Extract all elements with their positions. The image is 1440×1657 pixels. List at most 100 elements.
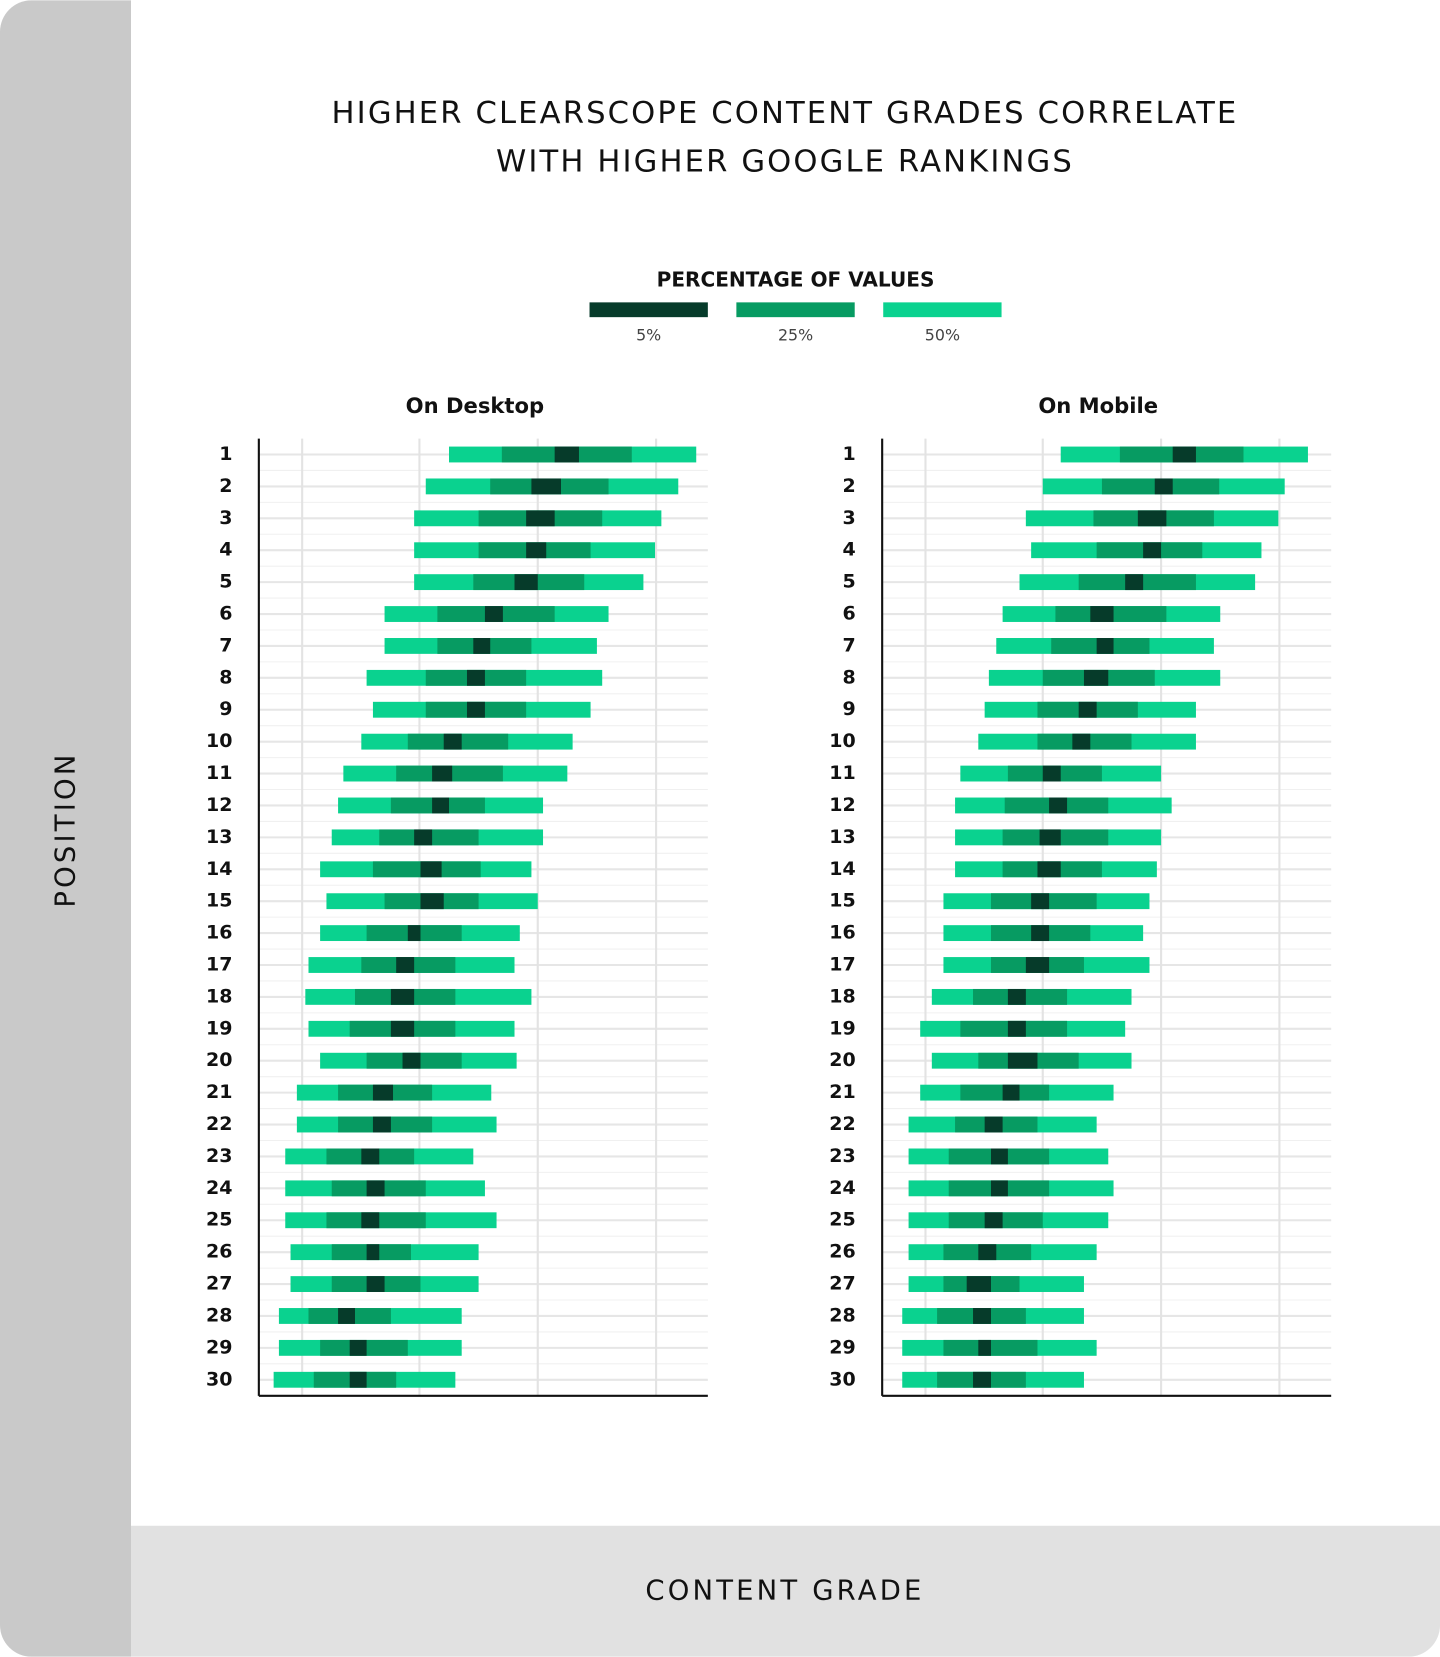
y-tick-label: 28 <box>829 1304 855 1326</box>
y-tick-label: 7 <box>843 634 856 656</box>
panel-title: On Desktop <box>406 393 544 418</box>
range-bar <box>396 957 415 973</box>
y-tick-label: 29 <box>206 1336 232 1358</box>
range-bar <box>1083 669 1109 686</box>
range-bar <box>1039 829 1061 846</box>
y-tick-label: 1 <box>219 443 232 465</box>
y-tick-label: 20 <box>206 1049 232 1071</box>
range-bar <box>366 1180 385 1197</box>
panel-title: On Mobile <box>1038 393 1158 418</box>
y-tick-label: 5 <box>219 571 232 593</box>
range-bar <box>1002 1084 1020 1101</box>
y-tick-label: 19 <box>829 1017 855 1039</box>
range-bar <box>361 1212 380 1229</box>
range-bar <box>1031 925 1050 942</box>
y-tick-label: 12 <box>829 794 855 816</box>
y-tick-label: 22 <box>206 1113 232 1135</box>
y-tick-label: 25 <box>206 1209 232 1231</box>
y-tick-label: 9 <box>219 698 232 720</box>
legend-label: 25% <box>778 326 813 345</box>
y-tick-label: 7 <box>219 634 232 656</box>
range-bar <box>531 478 561 495</box>
chart-title: WITH HIGHER GOOGLE RANKINGS <box>496 144 1074 179</box>
range-bar <box>978 1244 997 1261</box>
range-bar <box>990 1148 1008 1165</box>
y-tick-label: 15 <box>206 890 232 912</box>
y-tick-label: 10 <box>829 730 855 752</box>
y-tick-label: 27 <box>829 1273 855 1295</box>
y-tick-label: 2 <box>219 475 232 497</box>
range-bar <box>414 829 433 846</box>
y-tick-label: 14 <box>829 858 855 880</box>
y-tick-label: 13 <box>829 826 855 848</box>
range-bar <box>1172 446 1196 463</box>
range-bar <box>420 893 444 910</box>
range-bar <box>1007 1020 1026 1037</box>
y-tick-label: 28 <box>206 1304 232 1326</box>
legend-swatch <box>736 302 855 318</box>
range-bar <box>466 701 485 718</box>
y-tick-label: 18 <box>829 985 855 1007</box>
range-bar <box>1154 478 1173 495</box>
y-tick-label: 21 <box>206 1081 232 1103</box>
y-tick-label: 3 <box>843 507 856 529</box>
range-bar <box>978 1339 991 1356</box>
range-bar <box>484 606 503 622</box>
range-bar <box>407 925 421 942</box>
y-tick-label: 27 <box>206 1273 232 1295</box>
range-bar <box>1007 1052 1038 1069</box>
range-bar <box>349 1339 367 1356</box>
legend-label: 50% <box>925 326 960 345</box>
y-tick-label: 6 <box>219 603 232 625</box>
range-bar <box>514 574 538 591</box>
range-bar <box>361 1148 380 1165</box>
y-tick-label: 5 <box>843 571 856 593</box>
range-bar <box>966 1276 991 1292</box>
x-label-strip <box>131 1525 1440 1657</box>
y-tick-label: 26 <box>206 1241 232 1263</box>
legend-swatch <box>589 302 708 318</box>
y-tick-label: 17 <box>206 953 232 975</box>
range-bar <box>338 1308 355 1324</box>
range-bar <box>372 1116 391 1133</box>
range-bar <box>473 638 491 654</box>
range-bar <box>526 510 555 527</box>
y-tick-label: 20 <box>829 1049 855 1071</box>
range-bar <box>1037 861 1061 878</box>
range-bar <box>1031 893 1050 910</box>
y-tick-label: 30 <box>206 1368 232 1390</box>
range-bar <box>973 1371 991 1388</box>
y-tick-label: 17 <box>829 953 855 975</box>
y-tick-label: 11 <box>829 762 855 784</box>
y-tick-label: 8 <box>843 666 856 688</box>
y-tick-label: 6 <box>843 603 856 625</box>
range-bar <box>432 797 450 814</box>
range-bar <box>526 542 547 559</box>
y-tick-label: 12 <box>206 794 232 816</box>
range-bar <box>366 1244 380 1261</box>
range-bar <box>1137 510 1167 527</box>
y-tick-label: 16 <box>829 922 855 944</box>
y-tick-label: 26 <box>829 1241 855 1263</box>
y-tick-label: 18 <box>206 985 232 1007</box>
range-bar <box>1143 542 1162 559</box>
range-bar <box>1125 574 1144 591</box>
range-bar <box>390 1020 415 1037</box>
range-bar <box>402 1052 421 1069</box>
y-tick-label: 4 <box>219 539 232 561</box>
y-tick-label: 30 <box>829 1368 855 1390</box>
y-tick-label: 29 <box>829 1336 855 1358</box>
range-bar <box>366 1276 385 1292</box>
y-axis-title: POSITION <box>51 752 82 908</box>
range-bar <box>420 861 442 878</box>
y-tick-label: 21 <box>829 1081 855 1103</box>
y-tick-label: 24 <box>206 1177 232 1199</box>
y-tick-label: 9 <box>843 698 856 720</box>
legend-title: PERCENTAGE OF VALUES <box>657 268 935 292</box>
range-bar <box>1025 957 1050 973</box>
range-bar <box>349 1371 367 1388</box>
y-tick-label: 24 <box>829 1177 855 1199</box>
y-label-strip <box>0 0 132 1657</box>
